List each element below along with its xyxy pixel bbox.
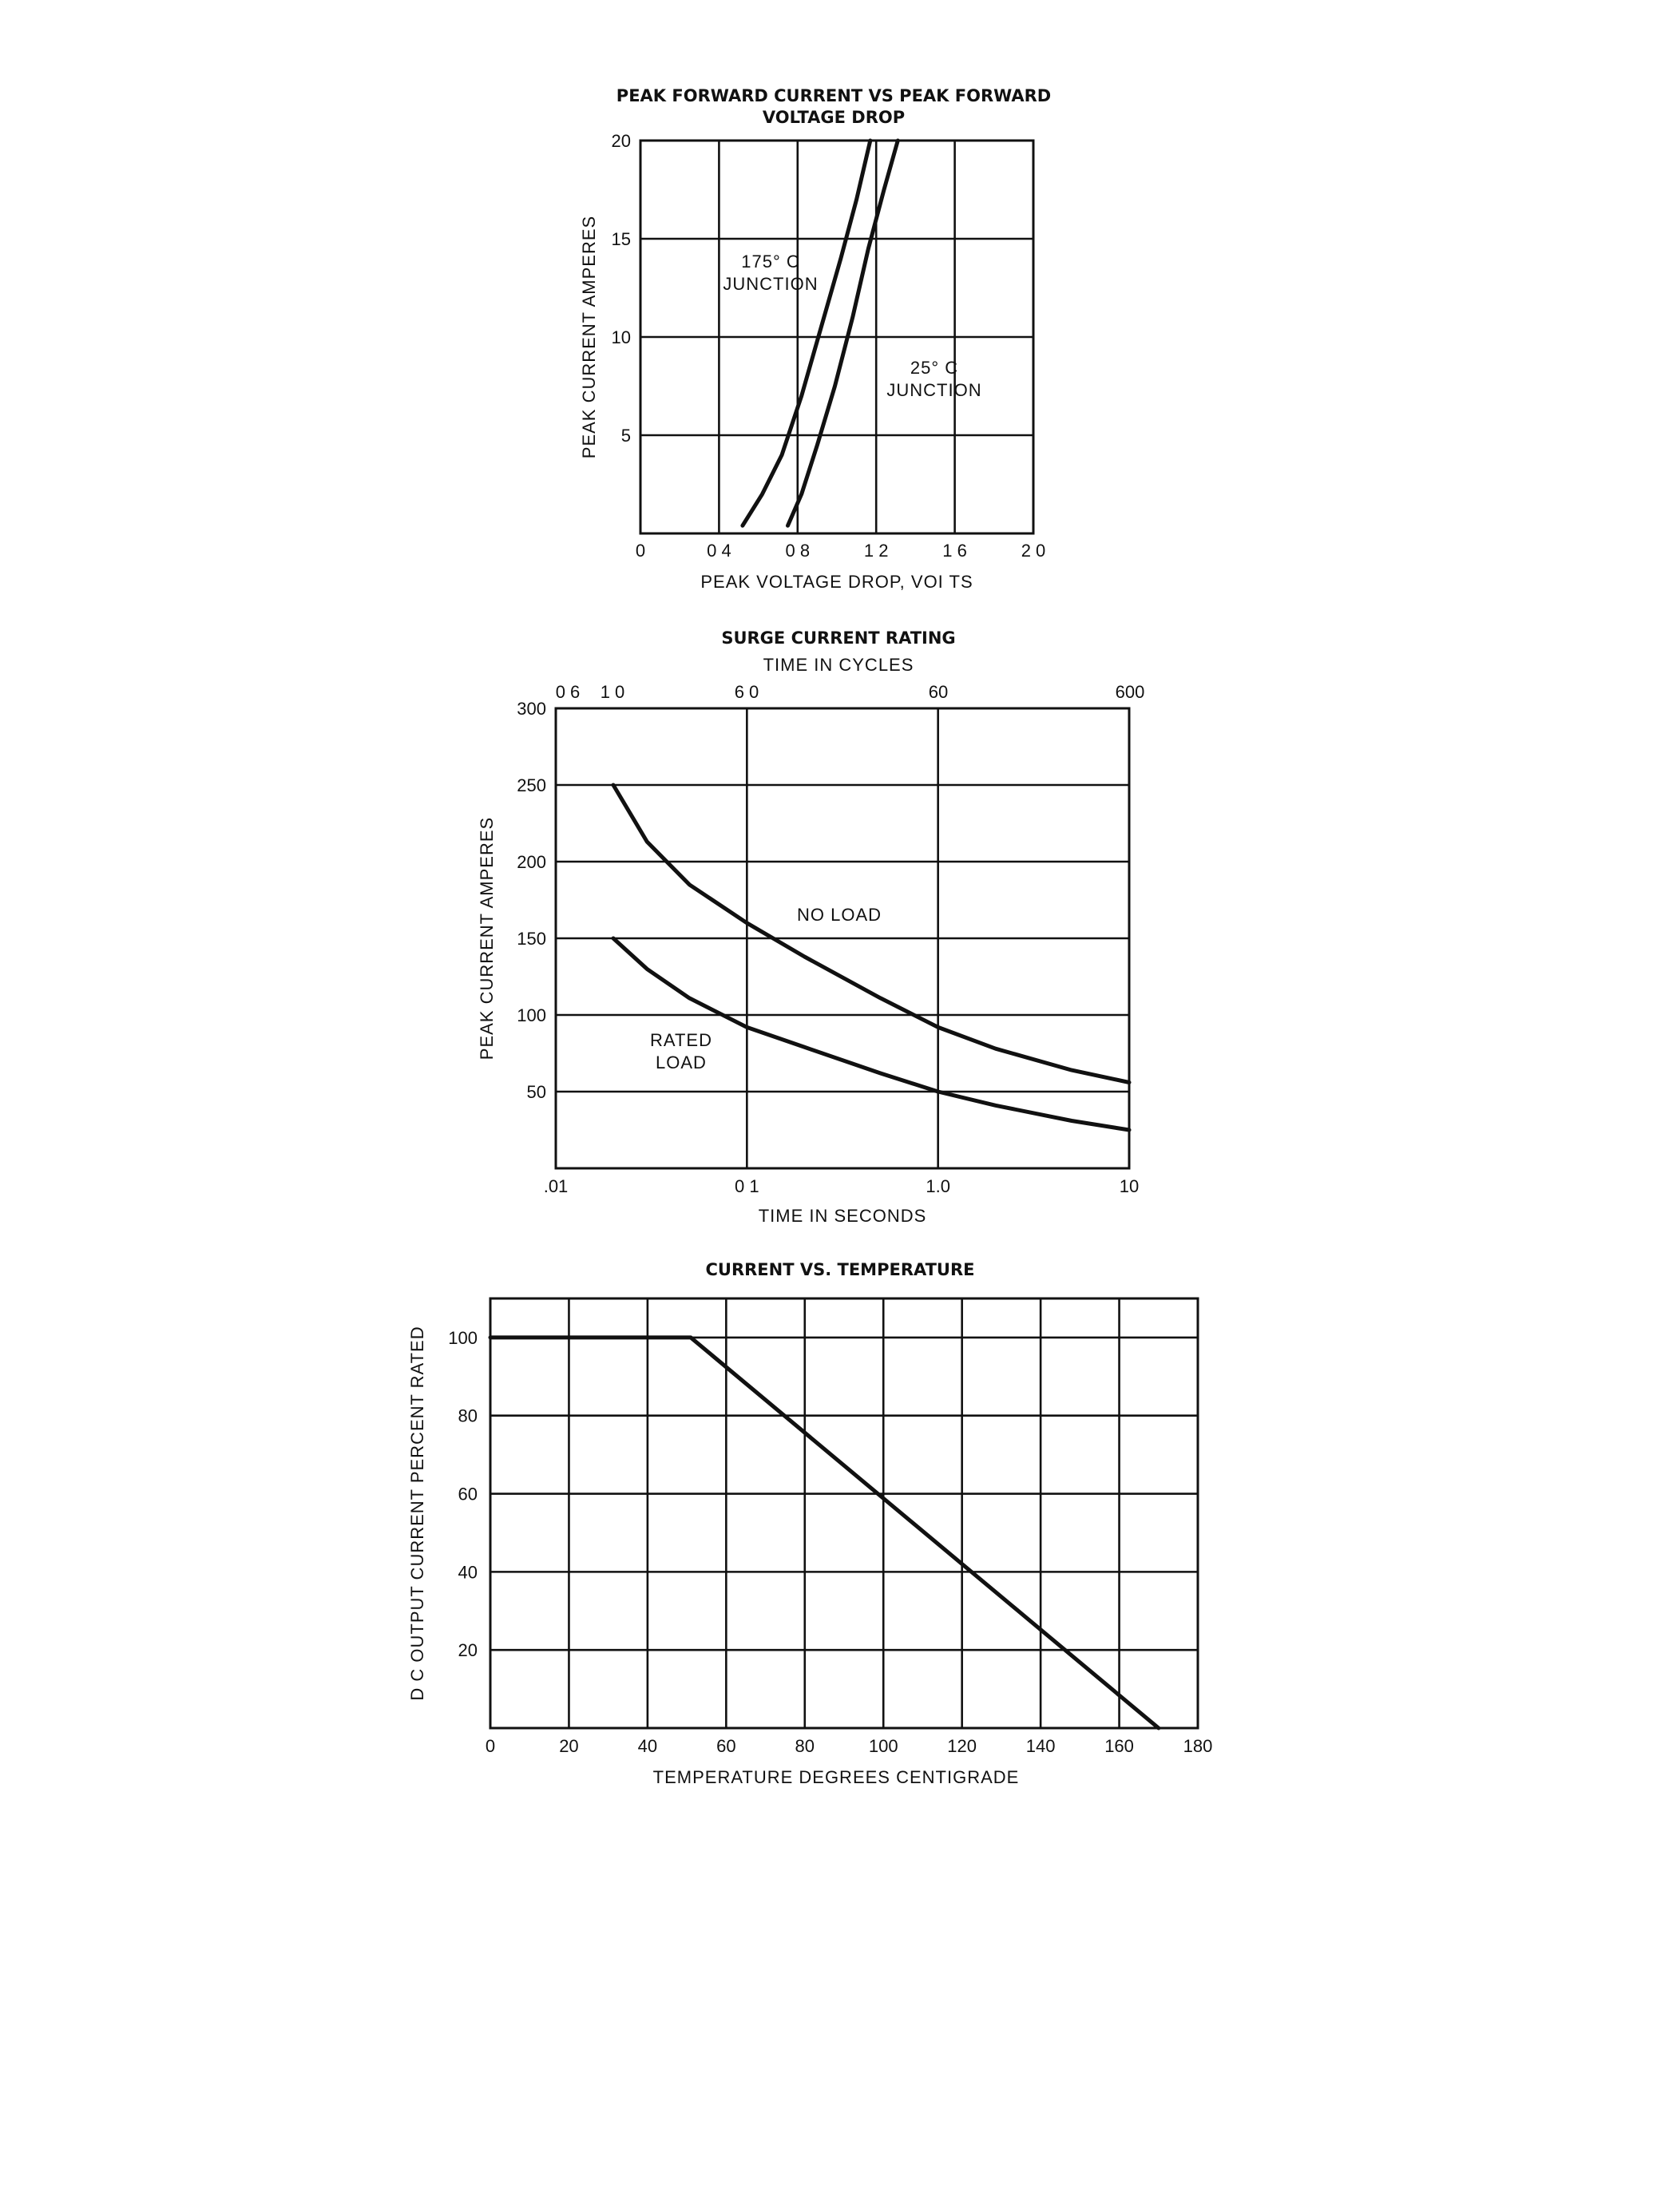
curve-annotation: NO LOAD [797,905,882,925]
x-tick-label: 10 [1120,1176,1139,1196]
x-tick-label: .01 [544,1176,569,1196]
x-tick-label: 140 [1026,1736,1056,1756]
x-tick-label: 0 [636,541,645,561]
chart-subtitle: VOLTAGE DROP [763,108,905,127]
x-tick-label: 1 2 [864,541,889,561]
curve-annotation: LOAD [656,1052,707,1072]
x-tick-label: 0 1 [735,1176,759,1196]
top-tick-label: 1 0 [601,682,625,702]
top-tick-label: 0 6 [556,682,581,702]
y-tick-label: 250 [517,775,546,795]
x-tick-label: 0 8 [786,541,811,561]
y-tick-label: 40 [458,1562,478,1582]
y-axis-label: PEAK CURRENT AMPERES [477,817,497,1060]
current-temperature-chart: CURRENT VS. TEMPERATURE 0 20 40 60 80 100 120 1… [407,1260,1212,1787]
curve-annotation: JUNCTION [886,380,981,400]
series-line [786,138,900,528]
series-line [611,783,1132,1084]
x-tick-label: 1.0 [926,1176,950,1196]
plot-frame [554,707,1131,1170]
x-axis-label: PEAK VOLTAGE DROP, VOI TS [700,572,973,592]
x-tick-label: 180 [1183,1736,1213,1756]
x-tick-label: 2 0 [1021,541,1046,561]
chart-title: CURRENT VS. TEMPERATURE [705,1260,974,1279]
x-tick-label: 80 [795,1736,815,1756]
top-tick-label: 600 [1116,682,1145,702]
y-axis-label: PEAK CURRENT AMPERES [579,216,599,458]
y-tick-label: 100 [448,1328,478,1348]
x-tick-label: 20 [559,1736,578,1756]
x-axis-label: TEMPERATURE DEGREES CENTIGRADE [653,1767,1020,1787]
plot-frame [639,139,1035,535]
y-tick-label: 150 [517,929,546,949]
curve-annotation: 175° C [741,252,800,272]
y-tick-label: 15 [612,229,631,249]
chart-title: SURGE CURRENT RATING [721,628,955,648]
plot-frame [489,1297,1199,1730]
chart-title: PEAK FORWARD CURRENT VS PEAK FORWARD [616,86,1051,105]
x-tick-label: 40 [638,1736,657,1756]
y-tick-label: 80 [458,1406,478,1426]
x-tick-label: 160 [1104,1736,1134,1756]
y-tick-label: 10 [612,327,631,347]
curve-annotation: JUNCTION [723,274,818,294]
y-tick-label: 20 [458,1640,478,1660]
top-tick-label: 6 0 [735,682,759,702]
x-tick-label: 0 4 [707,541,731,561]
x-tick-label: 60 [716,1736,735,1756]
x-tick-label: 1 6 [942,541,967,561]
y-tick-label: 50 [527,1082,546,1102]
y-axis-label: D C OUTPUT CURRENT PERCENT RATED [407,1326,427,1700]
x-tick-label: 120 [947,1736,977,1756]
y-tick-label: 20 [612,131,631,151]
y-tick-label: 300 [517,699,546,719]
series-line [488,1335,1161,1730]
curve-annotation: RATED [650,1030,712,1050]
x-axis-label: TIME IN SECONDS [759,1206,927,1226]
y-tick-label: 5 [621,426,631,446]
top-tick-label: 60 [929,682,948,702]
top-axis-label: TIME IN CYCLES [763,655,914,675]
y-tick-label: 200 [517,852,546,872]
series-line [740,138,873,528]
x-tick-label: 0 [486,1736,495,1756]
series-line [611,936,1132,1132]
y-tick-label: 60 [458,1485,478,1504]
surge-current-chart: SURGE CURRENT RATING TIME IN CYCLES .01 0… [477,628,1144,1226]
y-tick-label: 100 [517,1005,546,1025]
curve-annotation: 25° C [910,358,958,378]
x-tick-label: 100 [869,1736,898,1756]
forward-current-chart: PEAK FORWARD CURRENT VS PEAK FORWARD VOL… [579,86,1051,592]
